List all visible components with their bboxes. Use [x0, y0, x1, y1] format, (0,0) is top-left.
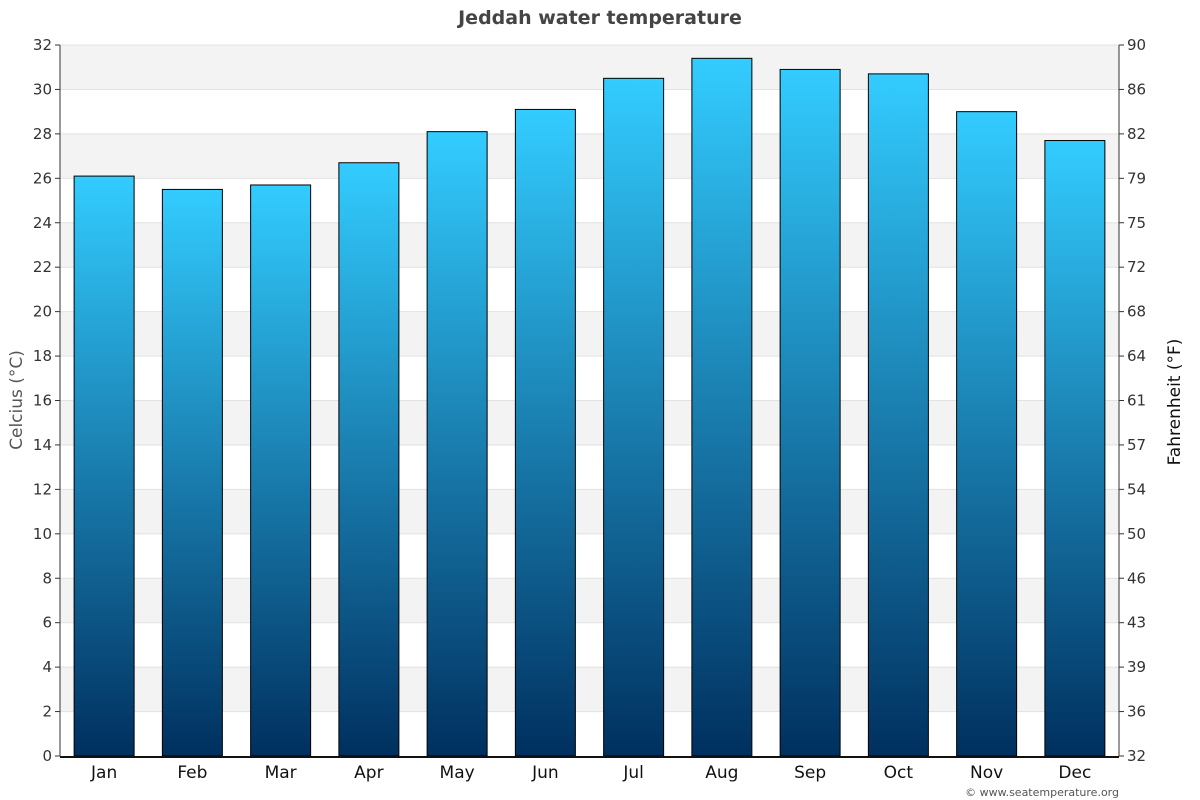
y2-tick-label: 39 — [1127, 658, 1146, 676]
y2-tick-label: 57 — [1127, 436, 1146, 454]
grid-band — [60, 489, 1119, 534]
y2-tick-label: 72 — [1127, 258, 1146, 276]
y-tick-label: 12 — [33, 480, 52, 498]
y-tick-label: 24 — [33, 214, 52, 232]
chart-title: Jeddah water temperature — [456, 7, 742, 29]
x-tick-labels: Jan Feb Mar Apr May Jun Jul Aug Sep Oct Nov Dec — [90, 763, 1091, 783]
y2-tick-label: 36 — [1127, 703, 1146, 721]
x-tick-label: Mar — [265, 763, 297, 783]
x-tick-label: Nov — [970, 763, 1003, 783]
bar-apr — [338, 162, 400, 757]
y-tick-label: 30 — [33, 80, 52, 98]
y-tick-label: 22 — [33, 258, 52, 276]
y-tick-label: 18 — [33, 347, 52, 365]
bar-mar — [250, 184, 312, 757]
y2-tick-label: 46 — [1127, 569, 1146, 587]
grid-band — [60, 222, 1119, 268]
y-axis-title: Celcius (°C) — [7, 350, 27, 450]
grid-band — [60, 133, 1119, 179]
x-tick-label: Oct — [884, 763, 914, 783]
y-tick-label: 16 — [33, 392, 52, 410]
bar-aug — [691, 57, 753, 757]
y-tick-label: 32 — [33, 36, 52, 54]
x-tick-label: Aug — [705, 763, 738, 783]
y-tick-label: 10 — [33, 525, 52, 543]
x-tick-label: Apr — [354, 763, 383, 783]
y-tick-label: 26 — [33, 169, 52, 187]
y-tick-label: 0 — [42, 747, 52, 765]
y2-tick-label: 61 — [1127, 392, 1146, 410]
x-tick-label: May — [440, 763, 475, 783]
y2-tick-label: 86 — [1127, 80, 1146, 98]
credit-link[interactable]: © www.seatemperature.org — [965, 786, 1119, 799]
bar-jul — [603, 77, 665, 757]
y2-tick-label: 50 — [1127, 525, 1146, 543]
bar-feb — [161, 188, 223, 757]
y2-tick-label: 54 — [1127, 480, 1146, 498]
x-tick-label: Jul — [622, 763, 644, 783]
y-tick-label: 6 — [42, 614, 52, 632]
y2-tick-label: 64 — [1127, 347, 1146, 365]
y-tick-label: 28 — [33, 125, 52, 143]
y2-tick-label: 75 — [1127, 214, 1146, 232]
y-tick-label: 8 — [42, 569, 52, 587]
x-tick-label: Jan — [90, 763, 117, 783]
grid-band — [60, 311, 1119, 357]
y2-tick-label: 82 — [1127, 125, 1146, 143]
gridlines — [60, 44, 1119, 713]
bar-oct — [867, 73, 929, 757]
x-tick-label: Feb — [177, 763, 207, 783]
x-tick-label: Dec — [1058, 763, 1091, 783]
grid-band — [60, 400, 1119, 445]
bar-may — [426, 131, 488, 757]
x-tick-label: Sep — [794, 763, 826, 783]
y-tick-label: 4 — [42, 658, 52, 676]
bar-sep — [779, 68, 841, 757]
y2-tick-label: 68 — [1127, 303, 1146, 321]
y2-tick-label: 79 — [1127, 169, 1146, 187]
y-tick-label: 20 — [33, 303, 52, 321]
y2-tick-label: 43 — [1127, 614, 1146, 632]
bar-nov — [956, 111, 1018, 757]
grid-bands — [60, 45, 1119, 712]
y2-tick-label: 90 — [1127, 36, 1146, 54]
bar-dec — [1044, 140, 1106, 757]
y2-tick-label: 32 — [1127, 747, 1146, 765]
grid-band — [60, 578, 1119, 623]
x-tick-label: Jun — [531, 763, 559, 783]
y2-tick-labels: 32 36 39 43 46 50 54 57 61 64 68 72 75 79 82 86 90 — [1127, 36, 1146, 765]
grid-band — [60, 45, 1119, 90]
axes — [55, 44, 1124, 758]
bar-jan — [73, 175, 135, 757]
grid-band — [60, 667, 1119, 712]
y-tick-label: 14 — [33, 436, 52, 454]
bars — [73, 57, 1106, 757]
bar-jun — [514, 108, 576, 757]
y-tick-label: 2 — [42, 703, 52, 721]
y2-axis-title: Fahrenheit (°F) — [1165, 339, 1185, 466]
